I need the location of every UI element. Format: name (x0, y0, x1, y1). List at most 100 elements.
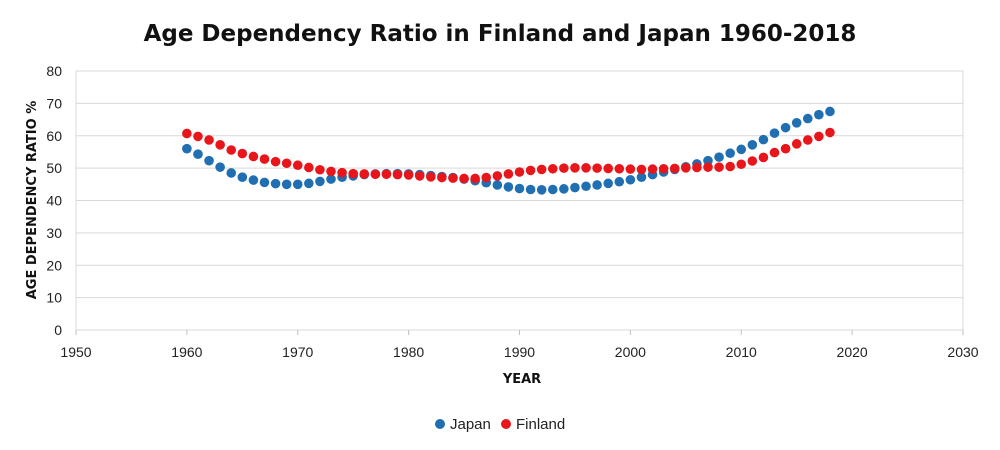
point-finland-2011 (747, 156, 758, 166)
data-points (182, 106, 835, 195)
point-finland-1999 (614, 163, 625, 174)
point-finland-2016 (802, 135, 813, 145)
point-finland-1985 (459, 173, 469, 184)
point-finland-1971 (304, 162, 314, 173)
y-tick-label: 50 (46, 160, 62, 176)
point-finland-2002 (647, 164, 658, 174)
x-tick-label: 2020 (837, 344, 868, 360)
point-japan-1961 (193, 149, 203, 160)
y-tick-label: 10 (46, 290, 62, 306)
point-japan-2009 (725, 148, 735, 159)
x-tick-label: 1970 (282, 344, 313, 360)
point-finland-2017 (814, 131, 824, 142)
x-tick-label: 2000 (615, 344, 646, 360)
y-axis-ticks: 0 10 20 30 40 50 60 70 80 (46, 63, 62, 338)
point-finland-1975 (348, 168, 358, 179)
legend-label-finland: Finland (516, 416, 565, 433)
point-japan-1960 (182, 143, 192, 154)
point-japan-2001 (636, 172, 647, 182)
point-japan-1965 (237, 172, 248, 182)
point-japan-2017 (814, 109, 824, 120)
point-finland-1969 (281, 158, 292, 169)
point-finland-2007 (703, 162, 713, 172)
point-finland-2018 (825, 127, 835, 138)
x-tick-label: 1990 (504, 344, 535, 360)
point-finland-1993 (547, 163, 558, 174)
point-japan-1995 (570, 182, 580, 193)
point-japan-1988 (492, 180, 503, 190)
point-japan-2013 (769, 128, 780, 138)
x-tick-label: 2010 (726, 344, 757, 360)
y-tick-label: 60 (46, 128, 62, 144)
point-japan-1969 (281, 179, 292, 190)
y-tick-label: 70 (46, 95, 62, 111)
point-japan-1963 (215, 162, 225, 172)
point-finland-1970 (292, 160, 303, 171)
legend-marker-finland (501, 419, 511, 429)
gridlines (76, 70, 963, 331)
point-finland-1986 (470, 173, 480, 184)
point-japan-1966 (248, 175, 259, 185)
point-finland-1965 (237, 148, 248, 159)
y-axis-label: AGE DEPENDENCY RATIO % (25, 101, 40, 300)
point-japan-1973 (326, 174, 336, 184)
point-finland-1972 (315, 164, 325, 175)
point-finland-1987 (481, 172, 492, 183)
point-japan-1996 (581, 181, 591, 192)
x-axis-label: YEAR (502, 372, 541, 387)
point-japan-1968 (270, 178, 281, 189)
point-finland-2000 (625, 164, 636, 174)
point-finland-1988 (492, 171, 503, 181)
point-finland-1990 (514, 167, 525, 177)
y-tick-label: 80 (46, 63, 62, 79)
point-finland-1967 (259, 154, 270, 164)
legend-label-japan: Japan (450, 416, 491, 433)
y-tick-label: 40 (46, 193, 62, 209)
point-finland-1982 (426, 172, 436, 182)
point-finland-1964 (226, 145, 237, 155)
point-finland-2001 (636, 164, 647, 175)
point-japan-1990 (514, 183, 525, 194)
point-japan-2010 (736, 144, 747, 155)
point-finland-1989 (503, 169, 514, 179)
x-axis-ticks: 1950 1960 1970 1980 1990 2000 2010 2020 2030 (60, 330, 979, 360)
point-japan-2000 (625, 174, 636, 185)
point-japan-1999 (614, 176, 625, 187)
point-japan-1971 (304, 178, 314, 189)
point-finland-2004 (669, 163, 680, 174)
point-japan-1962 (204, 155, 214, 166)
x-tick-label: 1950 (60, 344, 91, 360)
point-finland-1992 (536, 164, 547, 175)
point-japan-1992 (536, 185, 547, 195)
point-finland-1994 (559, 163, 569, 173)
x-tick-label: 1980 (393, 344, 424, 360)
point-japan-1964 (226, 168, 237, 178)
point-japan-2015 (791, 118, 802, 128)
point-japan-1994 (559, 184, 569, 194)
point-finland-1991 (525, 165, 536, 176)
legend-marker-japan (435, 419, 445, 429)
point-japan-2016 (802, 113, 813, 124)
point-finland-2014 (780, 143, 791, 154)
y-tick-label: 0 (54, 322, 62, 338)
point-japan-1989 (503, 182, 514, 192)
point-japan-2012 (758, 134, 769, 145)
x-tick-label: 1960 (171, 344, 202, 360)
chart-title: Age Dependency Ratio in Finland and Japa… (144, 21, 857, 47)
y-tick-label: 20 (46, 257, 62, 273)
point-finland-1968 (270, 156, 281, 167)
point-finland-1984 (448, 173, 458, 183)
point-finland-2010 (736, 159, 747, 170)
point-finland-1977 (370, 169, 381, 180)
point-finland-1997 (592, 163, 602, 173)
point-finland-1983 (437, 172, 447, 183)
point-japan-1997 (592, 180, 602, 190)
point-finland-1998 (603, 163, 613, 174)
point-japan-1972 (315, 176, 325, 187)
point-finland-1980 (403, 170, 414, 180)
point-finland-1966 (248, 151, 259, 162)
point-finland-1961 (193, 131, 203, 142)
point-finland-1962 (204, 135, 214, 145)
